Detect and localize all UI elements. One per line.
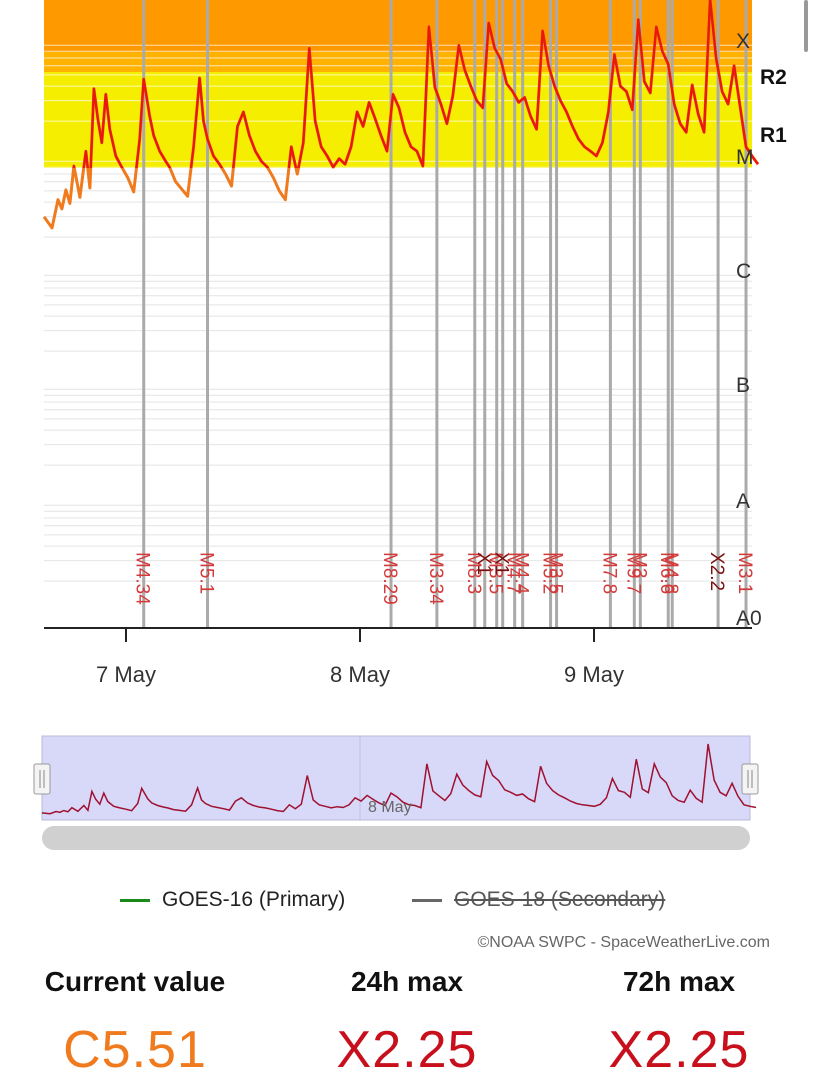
class-label-c: C	[736, 260, 751, 283]
class-label-a: A	[736, 490, 750, 513]
class-axis-labels: X M C B A A0	[736, 30, 762, 630]
x-tick-label-2: 9 May	[564, 662, 624, 687]
event-label-8: M4.7	[503, 552, 524, 594]
navigator-scrollbar[interactable]	[42, 826, 750, 850]
event-label-2: M8.29	[379, 552, 400, 605]
class-label-a0: A0	[736, 607, 762, 630]
range-navigator[interactable]: 8 May	[33, 735, 759, 850]
stat-24h-value: X2.25	[336, 1021, 478, 1079]
flux-series	[42, 0, 760, 230]
r-label-r2: R2	[760, 66, 787, 89]
navigator-handle-left[interactable]	[33, 763, 51, 795]
chart-legend: GOES-16 (Primary) GOES-18 (Secondary)	[0, 884, 814, 916]
legend-label-primary: GOES-16 (Primary)	[162, 888, 346, 911]
event-label-16: M4.8	[660, 552, 681, 594]
event-label-13: M9.7	[622, 552, 643, 594]
page-scrollbar[interactable]	[804, 0, 808, 52]
series-primary	[72, 0, 759, 168]
radio-blackout-labels: R3 R2 R1	[760, 0, 787, 147]
legend-item-primary[interactable]: GOES-16 (Primary)	[120, 884, 345, 916]
event-label-12: M7.8	[598, 552, 619, 594]
x-axis: 7 May 8 May 9 May	[44, 627, 752, 687]
class-label-x: X	[736, 30, 750, 53]
legend-item-secondary[interactable]: GOES-18 (Secondary)	[412, 884, 665, 916]
event-label-1: M5.1	[196, 552, 217, 594]
event-label-4: M8.3	[463, 552, 484, 594]
event-label-10: M5.2	[539, 552, 560, 594]
stat-24h-label: 24h max	[350, 966, 464, 997]
event-label-5: X1	[473, 552, 494, 575]
band-x-weak	[44, 52, 752, 72]
event-label-3: M3.34	[425, 552, 446, 605]
event-label-15: M6.6	[656, 552, 677, 594]
navigator-series	[41, 743, 757, 815]
navigator-label: 8 May	[368, 799, 412, 816]
stat-72h-label: 72h max	[622, 966, 736, 997]
event-label-0: M4.34	[132, 552, 153, 605]
event-label-7: X1	[491, 552, 512, 575]
x-tick-label-1: 8 May	[330, 662, 390, 687]
class-label-b: B	[736, 374, 750, 397]
class-label-m: M	[736, 146, 754, 169]
band-x-strong	[44, 0, 752, 52]
flare-event-lines	[142, 0, 748, 628]
stat-72h-value: X2.25	[608, 1021, 750, 1079]
stat-24h: 24h max X2.25	[272, 960, 542, 1080]
stat-current: Current value C5.51	[0, 960, 270, 1080]
r-label-r3: R3	[760, 0, 787, 5]
legend-swatch-secondary	[412, 898, 442, 902]
stats-panel: Current value C5.51 24h max X2.25 72h ma…	[0, 960, 814, 1080]
x-tick-label-0: 7 May	[96, 662, 156, 687]
event-label-18: M3.1	[734, 552, 755, 594]
stat-72h: 72h max X2.25	[544, 960, 814, 1080]
event-label-11: M3.5	[545, 552, 566, 594]
stat-current-value: C5.51	[63, 1021, 207, 1079]
chart-credit[interactable]: ©NOAA SWPC - SpaceWeatherLive.com	[477, 934, 770, 951]
event-label-6: M3.5	[485, 552, 506, 594]
event-label-9: M4.4	[511, 552, 532, 595]
event-label-14: M3	[628, 552, 649, 578]
navigator-handle-right[interactable]	[741, 763, 759, 795]
legend-label-secondary: GOES-18 (Secondary)	[454, 888, 666, 911]
stat-current-label: Current value	[44, 966, 226, 997]
legend-swatch-primary	[120, 898, 150, 902]
r-label-r1: R1	[760, 124, 787, 147]
event-label-17: X2.2	[706, 552, 727, 591]
